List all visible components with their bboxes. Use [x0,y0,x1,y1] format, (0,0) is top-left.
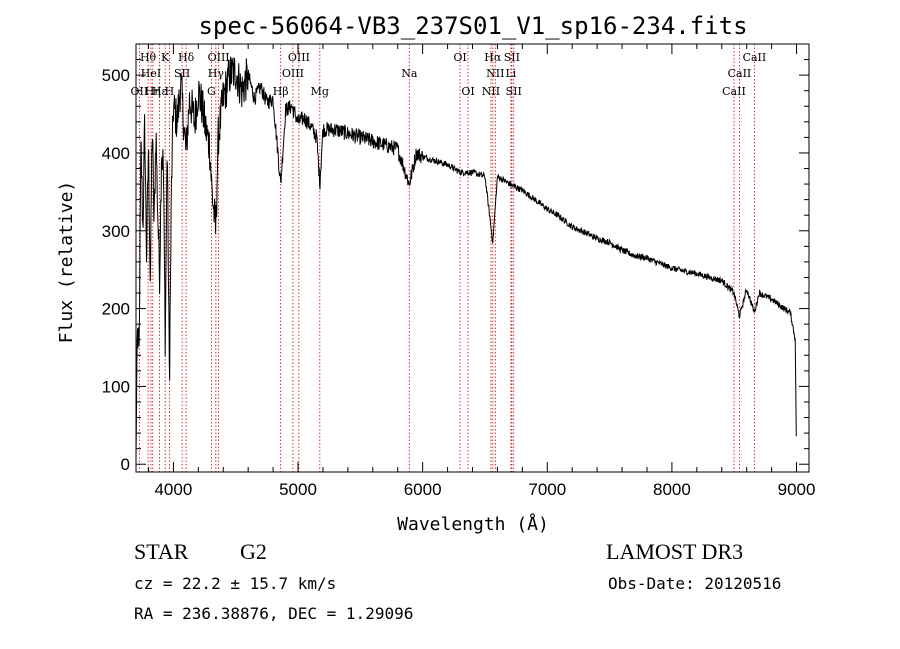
x-axis-label: Wavelength (Å) [397,513,549,535]
redshift-text: cz = 22.2 ± 15.7 km/s [134,574,337,593]
x-tick-label: 6000 [404,480,442,499]
line-marker-label: H [165,85,175,98]
chart-title: spec-56064-VB3_237S01_V1_sp16-234.fits [198,12,747,40]
coordinates: RA = 236.38876, DEC = 1.29096 [134,604,414,623]
line-marker-label: HeI [141,67,161,80]
x-tick-label: 8000 [653,480,691,499]
line-marker-label: Li [505,67,516,80]
x-tick-label: 9000 [778,480,816,499]
line-marker-label: OII [131,85,149,98]
line-marker-label: Hθ [140,51,157,64]
line-marker-label: G [207,85,216,98]
spectrum-line [135,56,797,461]
line-marker-label: Hδ [178,51,195,64]
x-tick-label: 4000 [154,480,192,499]
y-tick-label: 400 [102,144,130,163]
line-marker-label: OIII [288,51,310,64]
x-tick-label: 5000 [279,480,317,499]
line-marker-label: OI [461,85,474,98]
line-marker-label: NII [482,85,500,98]
object-class: STAR [134,539,189,564]
line-marker-label: Hε [152,85,168,98]
y-tick-label: 200 [102,300,130,319]
x-axis-ticks: 4000 5000 6000 7000 8000 9000 [147,44,816,499]
y-tick-label: 300 [102,222,130,241]
line-marker-label: OIII [282,67,304,80]
line-marker-label: Hη [145,85,161,98]
line-marker-label: SII [174,67,190,80]
spectrum-chart: spec-56064-VB3_237S01_V1_sp16-234.fits H… [56,12,816,535]
line-marker-label: NII [486,67,504,80]
line-marker-label: OI [453,51,466,64]
line-marker-label: SII [506,85,522,98]
line-marker-label: Hγ [208,67,225,80]
line-marker-label: K [161,51,170,64]
line-marker-label: CaII [722,85,746,98]
object-subclass: G2 [240,539,267,564]
y-tick-label: 500 [102,66,130,85]
line-marker-label: CaII [728,67,752,80]
y-axis-label: Flux (relative) [56,181,77,344]
y-tick-label: 100 [102,377,130,396]
y-axis-ticks: 0 100 200 300 400 500 [102,59,809,474]
line-marker-label: Na [401,67,418,80]
line-marker-label: SII [504,51,520,64]
line-markers [138,44,755,472]
x-tick-label: 7000 [528,480,566,499]
y-tick-label: 0 [121,455,130,474]
line-marker-label: Mg [311,85,329,98]
line-marker-label: Hβ [273,85,289,98]
line-marker-label: Hα [484,51,502,64]
plot-frame [135,43,810,473]
line-marker-label: CaII [743,51,767,64]
line-marker-label: OIII [208,51,230,64]
obs-date: Obs-Date: 20120516 [608,574,782,593]
survey-name: LAMOST DR3 [606,539,744,564]
